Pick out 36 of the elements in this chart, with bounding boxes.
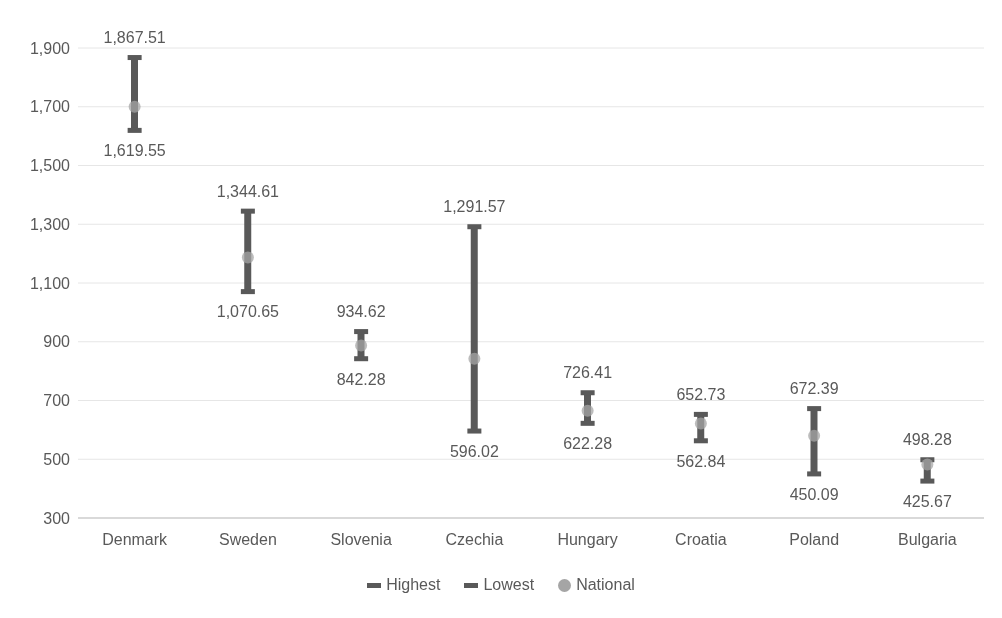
legend-label: Lowest bbox=[482, 576, 535, 594]
data-label: 726.41 bbox=[563, 364, 613, 382]
y-tick-label: 1,100 bbox=[29, 274, 71, 292]
data-label: 450.09 bbox=[789, 485, 839, 503]
data-label: 934.62 bbox=[336, 303, 386, 321]
y-tick-label: 1,300 bbox=[29, 215, 71, 233]
data-label: 842.28 bbox=[336, 370, 386, 388]
data-label: 652.73 bbox=[676, 385, 726, 403]
x-tick-label: Sweden bbox=[218, 531, 277, 549]
data-label: 425.67 bbox=[902, 492, 952, 510]
data-label: 1,344.61 bbox=[216, 182, 280, 200]
y-tick-label: 1,700 bbox=[29, 98, 71, 116]
y-tick-label: 1,500 bbox=[29, 157, 71, 175]
legend-label: National bbox=[575, 576, 635, 594]
data-label: 1,619.55 bbox=[103, 142, 166, 160]
x-tick-label: Hungary bbox=[557, 531, 618, 549]
data-label: 1,070.65 bbox=[216, 303, 280, 321]
data-label: 1,291.57 bbox=[443, 198, 506, 216]
y-tick-label: 300 bbox=[43, 509, 71, 527]
y-tick-label: 1,900 bbox=[29, 39, 71, 57]
y-tick-label: 900 bbox=[43, 333, 71, 351]
x-tick-label: Czechia bbox=[445, 531, 504, 549]
data-label: 622.28 bbox=[563, 435, 613, 453]
data-label: 672.39 bbox=[789, 380, 839, 398]
x-tick-label: Bulgaria bbox=[898, 531, 957, 549]
y-tick-label: 700 bbox=[43, 392, 71, 410]
data-label: 498.28 bbox=[902, 431, 952, 449]
data-label: 596.02 bbox=[449, 442, 499, 460]
data-label: 562.84 bbox=[676, 452, 726, 470]
x-tick-label: Denmark bbox=[102, 531, 169, 549]
legend-label: Highest bbox=[385, 576, 441, 594]
data-label: 1,867.51 bbox=[103, 29, 166, 47]
x-tick-label: Poland bbox=[789, 531, 840, 549]
x-tick-label: Slovenia bbox=[330, 531, 392, 549]
y-tick-label: 500 bbox=[43, 450, 71, 468]
x-tick-label: Croatia bbox=[675, 531, 727, 549]
